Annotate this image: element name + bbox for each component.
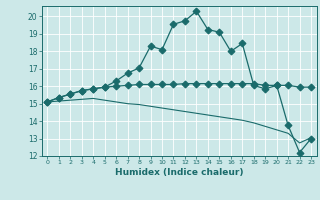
X-axis label: Humidex (Indice chaleur): Humidex (Indice chaleur) <box>115 168 244 177</box>
